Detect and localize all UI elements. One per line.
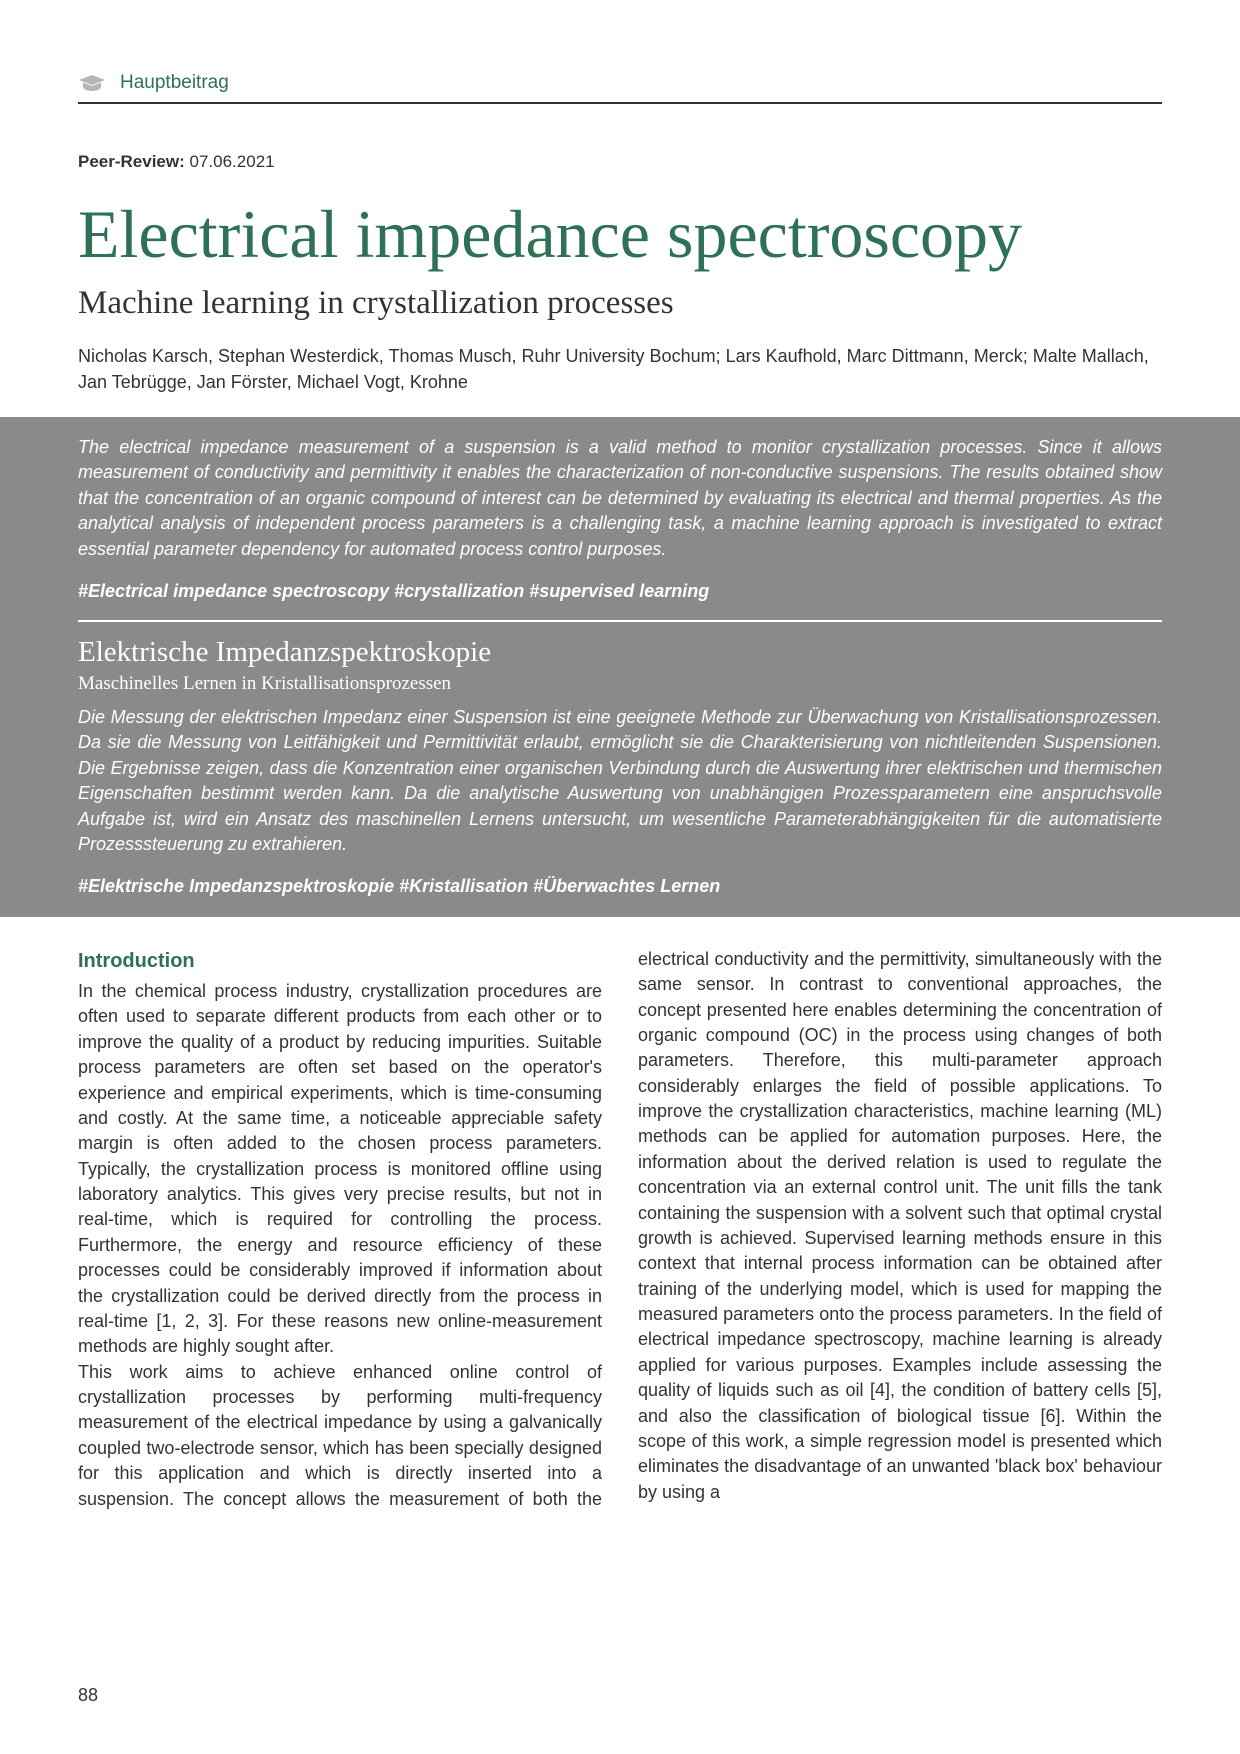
article-subtitle: Machine learning in crystallization proc… [78,285,1162,322]
section-label: Hauptbeitrag [120,72,229,94]
abstract-de-hashtags: #Elektrische Impedanzspektroskopie #Kris… [78,876,1162,897]
abstract-en-text: The electrical impedance measurement of … [78,435,1162,563]
article-title: Electrical impedance spectroscopy [78,198,1162,271]
peer-review-line: Peer-Review: 07.06.2021 [78,152,1162,172]
graduation-cap-icon [78,74,106,92]
abstract-en-hashtags: #Electrical impedance spectroscopy #crys… [78,581,1162,602]
body-text: Introduction In the chemical process ind… [78,947,1162,1512]
article-authors: Nicholas Karsch, Stephan Westerdick, Tho… [78,344,1162,394]
peer-review-date: 07.06.2021 [190,152,275,171]
body-para-1: In the chemical process industry, crysta… [78,979,602,1360]
header-rule [78,102,1162,104]
intro-heading: Introduction [78,947,602,975]
page-header: Hauptbeitrag [78,72,1162,94]
abstract-block: The electrical impedance measurement of … [0,417,1240,917]
page-number: 88 [78,1685,98,1706]
abstract-de-title: Elektrische Impedanzspektroskopie [78,636,1162,669]
peer-review-label: Peer-Review: [78,152,185,171]
abstract-de-subtitle: Maschinelles Lernen in Kristallisationsp… [78,673,1162,695]
abstract-divider [78,620,1162,622]
abstract-de-text: Die Messung der elektrischen Impedanz ei… [78,705,1162,858]
